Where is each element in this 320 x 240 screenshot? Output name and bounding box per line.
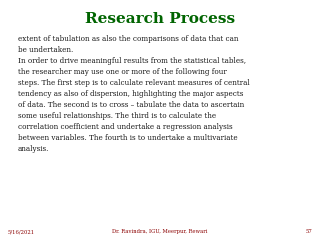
Text: 5/16/2021: 5/16/2021: [8, 229, 35, 234]
Text: Research Process: Research Process: [85, 12, 235, 26]
Text: extent of tabulation as also the comparisons of data that can
be undertaken.: extent of tabulation as also the compari…: [18, 35, 238, 54]
Text: Dr. Ravindra, IGU, Meerpur, Rewari: Dr. Ravindra, IGU, Meerpur, Rewari: [112, 229, 208, 234]
Text: In order to drive meaningful results from the statistical tables,
the researcher: In order to drive meaningful results fro…: [18, 57, 250, 153]
Text: 57: 57: [305, 229, 312, 234]
